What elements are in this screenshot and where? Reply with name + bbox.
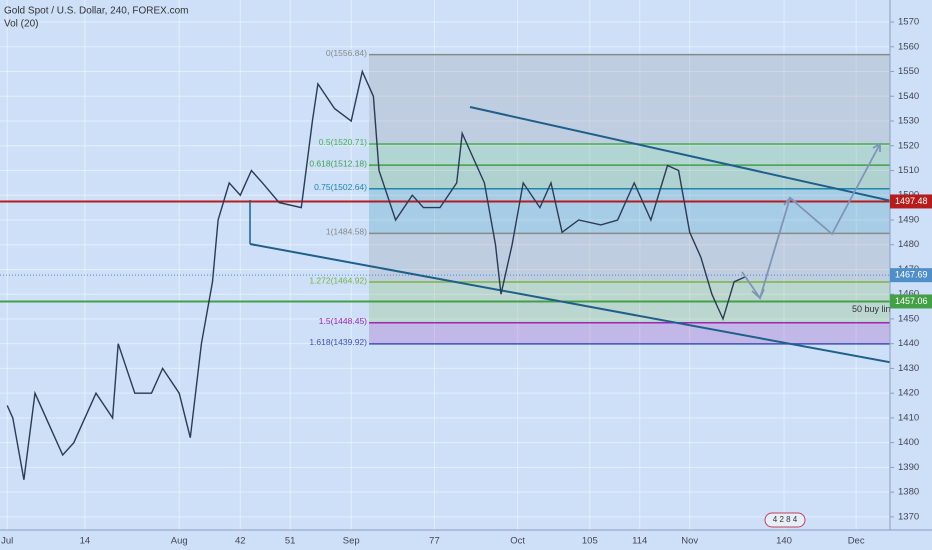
projection-arrows	[751, 142, 881, 300]
level-note: 50 buy line	[852, 304, 896, 314]
grid	[0, 0, 890, 530]
x-tick-label: Sep	[343, 536, 360, 547]
y-tick-label: 1550	[898, 66, 919, 77]
badge	[764, 512, 806, 528]
x-tick-label: Oct	[510, 536, 525, 547]
x-tick-label: 77	[429, 536, 440, 547]
y-tick-label: 1410	[898, 412, 919, 423]
price-level-tag	[890, 294, 932, 309]
fib-band	[369, 165, 890, 189]
y-tick-label: 1570	[898, 17, 919, 28]
fib-label: 1.5(1448.45)	[319, 316, 367, 326]
x-tick-label: 51	[285, 536, 296, 547]
fib-band	[369, 54, 890, 144]
levels: 50 buy line	[0, 200, 896, 314]
price-level-tag	[890, 268, 932, 283]
x-tick-label: 105	[582, 536, 598, 547]
y-tick-label: 1450	[898, 313, 919, 324]
fib-label: 1(1484.58)	[326, 227, 367, 237]
x-tick-label: 114	[632, 536, 647, 547]
axes: 1370 1380 1390 1400 1410 1420 1430 1440 1450 1460…	[1, 17, 932, 547]
fib-label: 0.618(1512.18)	[309, 158, 367, 168]
y-tick-label: 1510	[898, 165, 919, 176]
x-tick-label: 42	[235, 536, 246, 547]
y-tick-label: 1460	[898, 289, 919, 300]
chart-subtitle: Vol (20)	[4, 19, 38, 30]
fib-band	[369, 188, 890, 234]
x-tick-label: 14	[80, 536, 91, 547]
chart-title: Gold Spot / U.S. Dollar, 240, FOREX.com	[4, 6, 189, 17]
fib-label: 1.272(1464.92)	[309, 275, 367, 285]
y-tick-label: 1390	[898, 462, 919, 473]
price-level-label: 1497.48	[895, 196, 928, 206]
price-line	[6, 69, 746, 480]
y-tick-label: 1370	[898, 511, 919, 522]
fib-label: 0.5(1520.71)	[319, 137, 367, 147]
trend-line-upper	[469, 106, 932, 211]
badge-text: 4 2 8 4	[773, 515, 798, 524]
y-tick-label: 1560	[898, 41, 919, 52]
y-tick-label: 1400	[898, 437, 919, 448]
y-tick-label: 1480	[898, 239, 919, 250]
fib-label: 1.618(1439.92)	[309, 337, 367, 347]
price-level-label: 1467.69	[895, 270, 928, 280]
trend-line-lower	[249, 243, 932, 371]
x-tick-label: Nov	[681, 536, 698, 547]
price-level-tag	[890, 194, 932, 209]
y-tick-label: 1540	[898, 91, 919, 102]
y-tick-label: 1380	[898, 487, 919, 498]
fib-band	[369, 322, 890, 344]
y-tick-label: 1490	[898, 214, 919, 225]
fib-label: 0.75(1502.64)	[314, 182, 367, 192]
price-level-label: 1457.06	[895, 296, 928, 306]
y-tick-label: 1520	[898, 140, 919, 151]
y-tick-label: 1430	[898, 363, 919, 374]
x-tick-label: Dec	[848, 536, 865, 547]
x-tick-label: 140	[776, 536, 792, 547]
x-tick-label: Jul	[1, 536, 13, 547]
fibonacci: 0(1556.84) 0.5(1520.71) 0.618(1512.18) 0.75…	[309, 48, 890, 347]
price	[6, 69, 746, 480]
y-tick-label: 1530	[898, 116, 919, 127]
y-tick-label: 1440	[898, 338, 919, 349]
fib-band	[369, 143, 890, 166]
fib-band	[369, 233, 890, 283]
fib-label: 0(1556.84)	[326, 48, 367, 58]
y-tick-label: 1420	[898, 388, 919, 399]
x-tick-label: Aug	[171, 536, 188, 547]
